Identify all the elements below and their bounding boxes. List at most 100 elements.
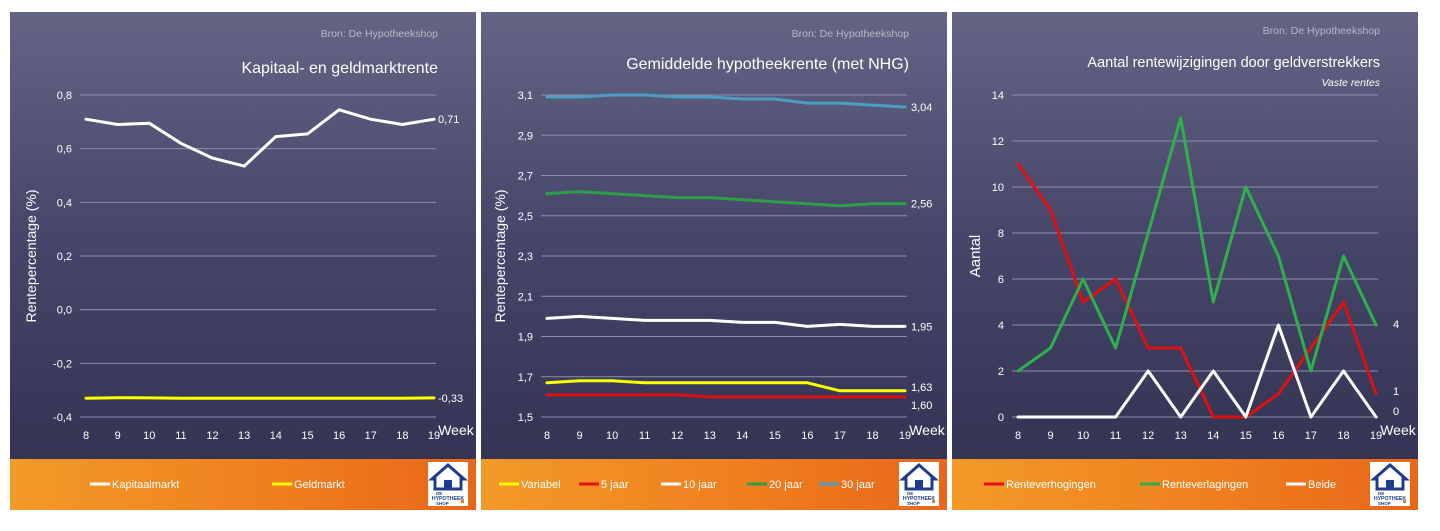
logo-dot [461,500,464,503]
series-line-20-jaar [545,190,907,208]
y-tick-label: 2,9 [518,130,533,142]
series-line-beide [1016,323,1378,419]
y-tick-label: 0,8 [57,90,72,102]
legend-label: Variabel [521,479,561,491]
end-label: 4 [1393,319,1399,331]
series-line-30-jaar [545,93,907,109]
x-tick-label: 11 [175,430,186,442]
logo-text: SHOP [907,501,920,506]
x-tick-label: 18 [1337,430,1349,442]
x-tick-label: 10 [606,430,618,442]
y-tick-label: 14 [992,90,1004,102]
x-tick-label: 9 [115,430,121,442]
chart-title: Aantal rentewijzigingen door geldverstre… [1087,55,1380,71]
logo-dot [1403,500,1406,503]
end-label: 0,71 [438,114,459,126]
y-tick-label: 0,2 [57,251,72,263]
end-label: 1 [1393,386,1399,398]
x-tick-label: 10 [1077,430,1089,442]
x-tick-label: 8 [83,430,89,442]
legend-label: 30 jaar [841,479,875,491]
series-line-renteverlagingen [1016,116,1378,373]
x-tick-label: 11 [1110,430,1121,442]
y-tick-label: 0,6 [57,144,72,156]
house-door [444,480,452,489]
end-label: 1,95 [911,321,932,333]
logo-text: SHOP [436,501,449,506]
x-tick-label: 9 [576,430,582,442]
y-tick-label: 2,1 [518,291,533,303]
source-label: Bron: De Hypotheekshop [792,28,909,40]
y-tick-label: 2,7 [518,171,533,183]
y-tick-label: 1,7 [518,372,533,384]
y-tick-label: 1,5 [518,412,533,424]
legend-label: Renteverhogingen [1006,479,1096,491]
y-tick-label: 2,3 [518,251,533,263]
legend: Kapitaalmarkt Geldmarkt [90,479,345,491]
series-line-10-jaar [545,314,907,328]
y-tick-label: 2,5 [518,211,533,223]
series-line-variabel [545,379,907,393]
house-door [1386,480,1394,489]
x-tick-label: 19 [1370,430,1382,442]
chart-plot: Bron: De Hypotheekshop Gemiddelde hypothe… [492,28,946,442]
chart-panel-hypotheekrente: Bron: De Hypotheekshop Gemiddelde hypothe… [481,12,947,510]
logo-text: HYPOTHEEK [1374,496,1407,502]
y-axis-label: Aantal [967,235,984,278]
x-tick-label: 8 [544,430,550,442]
x-tick-label: 14 [270,430,282,442]
source-label: Bron: De Hypotheekshop [1263,25,1380,37]
legend-label: 20 jaar [769,479,803,491]
legend-bar: Renteverhogingen Renteverlagingen Beide DE… [952,459,1418,510]
y-tick-label: 4 [998,320,1004,332]
chart-panel-rentewijzigingen: Bron: De Hypotheekshop Aantal rentewijzig… [952,12,1418,510]
x-tick-label: 17 [365,430,377,442]
y-tick-label: -0,4 [53,412,72,424]
end-label: 0 [1393,406,1399,418]
end-label: 1,60 [911,400,932,412]
hypotheekshop-logo: DE HYPOTHEEK SHOP [428,462,468,506]
x-tick-label: 17 [834,430,846,442]
legend-bar: Kapitaalmarkt Geldmarkt DE HYPOTHEEK SHOP [10,459,476,510]
house-door [915,480,923,489]
x-tick-label: 16 [333,430,345,442]
series-line-renteverhogingen [1016,162,1378,419]
y-tick-label: 12 [992,136,1004,148]
end-label: 1,63 [911,382,932,394]
x-axis-label: Week [1380,422,1417,438]
x-tick-label: 16 [1272,430,1284,442]
legend-label: Renteverlagingen [1162,479,1248,491]
chart-plot: Bron: De Hypotheekshop Aantal rentewijzig… [967,25,1417,442]
x-tick-label: 11 [639,430,650,442]
y-tick-label: 1,9 [518,332,533,344]
series-line-geldmarkt [84,396,436,400]
x-tick-label: 14 [1207,430,1219,442]
y-tick-label: 6 [998,274,1004,286]
x-tick-label: 15 [301,430,313,442]
x-tick-label: 16 [801,430,813,442]
x-tick-label: 12 [671,430,683,442]
y-tick-label: 0,4 [57,197,72,209]
x-tick-label: 15 [769,430,781,442]
legend: Renteverhogingen Renteverlagingen Beide [984,479,1336,491]
legend-label: Beide [1308,479,1336,491]
x-tick-label: 8 [1015,430,1021,442]
x-tick-label: 19 [899,430,911,442]
chart-subtitle: Vaste rentes [1321,77,1380,89]
x-tick-label: 9 [1047,430,1053,442]
x-tick-label: 14 [736,430,748,442]
x-tick-label: 10 [143,430,155,442]
chart-panel-kapitaalmarkt: Bron: De Hypotheekshop Kapitaal- en geldm… [10,12,476,510]
x-tick-label: 18 [396,430,408,442]
y-axis-label: Rentepercentage (%) [492,189,508,322]
x-axis-label: Week [909,422,946,438]
legend-label: 10 jaar [683,479,717,491]
source-label: Bron: De Hypotheekshop [321,28,438,40]
legend-label: Geldmarkt [294,479,345,491]
logo-text: DE [907,491,913,496]
x-tick-label: 15 [1240,430,1252,442]
chart-title: Gemiddelde hypotheekrente (met NHG) [626,56,909,73]
x-tick-label: 12 [206,430,218,442]
y-tick-label: 8 [998,228,1004,240]
logo-text: SHOP [1378,501,1391,506]
